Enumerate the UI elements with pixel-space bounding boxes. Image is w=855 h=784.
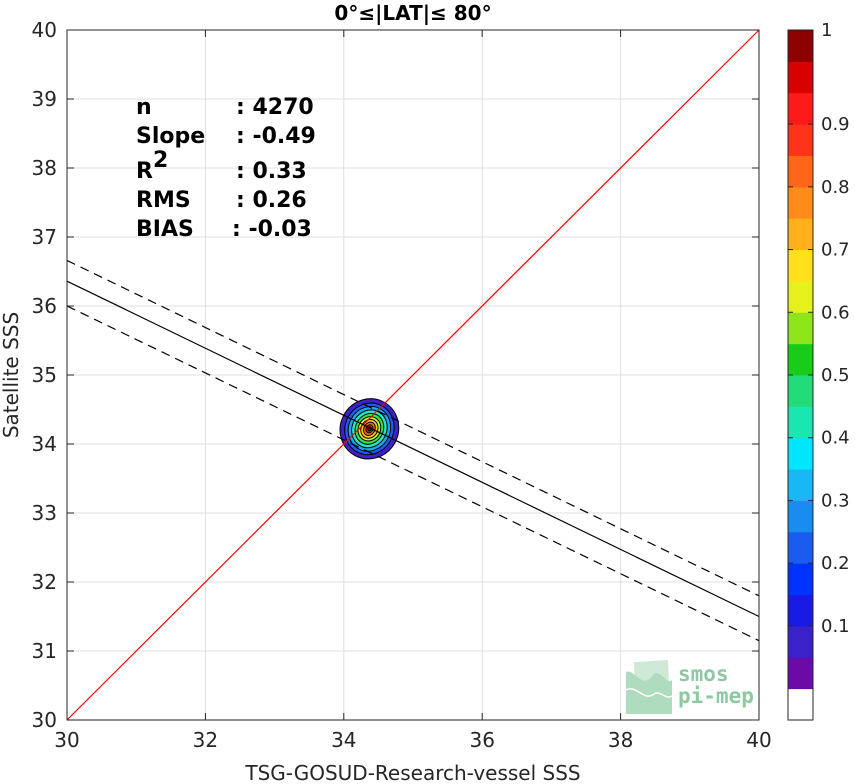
stat-value: : 0.26	[236, 188, 307, 213]
identity-line	[66, 29, 760, 721]
stat-label: RMS	[136, 188, 191, 213]
y-axis-label: Satellite SSS	[0, 312, 23, 438]
regression-lower-dashed	[66, 305, 760, 642]
colorbar	[787, 29, 814, 721]
smos-pimep-logo: smos pi-mep	[625, 660, 754, 714]
stat-superscript: 2	[153, 148, 168, 173]
y-tick-label: 35	[32, 363, 57, 387]
colorbar-band	[788, 249, 813, 282]
y-tick-label: 38	[32, 156, 57, 180]
colorbar-tick-label: 0.4	[821, 428, 850, 449]
colorbar-band	[788, 594, 813, 627]
colorbar-ticks: 0.1 0.2 0.3 0.4 0.5 0.6 0.7 0.8 0.9 1	[788, 20, 850, 637]
colorbar-band	[788, 625, 813, 658]
y-tick-label: 30	[32, 708, 57, 732]
colorbar-tick-label: 0.3	[821, 490, 850, 511]
x-tick-label: 32	[193, 728, 218, 752]
logo-text-pimep: pi-mep	[678, 684, 754, 708]
x-axis-ticks: 30 32 34 36 38 40	[54, 30, 772, 752]
logo-text-smos: smos	[678, 662, 729, 686]
stat-label: BIAS	[136, 217, 194, 242]
colorbar-band	[788, 437, 813, 470]
stat-value: : 0.33	[236, 159, 307, 184]
colorbar-band	[788, 406, 813, 439]
y-tick-label: 34	[32, 432, 57, 456]
stat-value: : 4270	[236, 95, 314, 120]
colorbar-tick-label: 0.9	[821, 114, 850, 135]
colorbar-tick-label: 0.6	[821, 302, 850, 323]
stat-value: : -0.49	[236, 124, 316, 149]
x-tick-label: 40	[746, 728, 771, 752]
y-tick-label: 36	[32, 294, 57, 318]
y-tick-label: 40	[32, 18, 57, 42]
colorbar-band	[788, 155, 813, 188]
regression-line	[66, 280, 760, 618]
colorbar-band	[788, 531, 813, 564]
colorbar-band	[788, 280, 813, 313]
y-tick-label: 33	[32, 501, 57, 525]
regression-upper-dashed	[66, 259, 760, 597]
density-contours	[339, 398, 400, 460]
colorbar-tick-label: 0.5	[821, 365, 850, 386]
y-tick-label: 39	[32, 87, 57, 111]
colorbar-band	[788, 61, 813, 94]
stat-label: R	[136, 159, 153, 184]
colorbar-band	[788, 92, 813, 125]
colorbar-band	[788, 343, 813, 376]
colorbar-tick-label: 0.1	[821, 616, 850, 637]
colorbar-band	[788, 375, 813, 407]
chart-title: 0°≤|LAT|≤ 80°	[334, 1, 491, 25]
colorbar-band	[788, 657, 813, 690]
colorbar-band	[788, 563, 813, 596]
stat-label: n	[136, 95, 152, 120]
colorbar-tick-label: 0.7	[821, 240, 850, 261]
stat-value: : -0.03	[232, 217, 312, 242]
y-tick-label: 37	[32, 225, 57, 249]
y-tick-label: 31	[32, 639, 57, 663]
x-tick-label: 38	[608, 728, 633, 752]
fit-lines	[66, 29, 760, 721]
colorbar-band	[788, 186, 813, 219]
y-tick-label: 32	[32, 570, 57, 594]
stat-label: Slope	[136, 124, 205, 149]
x-tick-label: 36	[469, 728, 494, 752]
statistics-box: n : 4270 Slope : -0.49 R 2 : 0.33 RMS : 0.26 BIAS…	[136, 95, 316, 242]
x-axis-label: TSG-GOSUD-Research-vessel SSS	[244, 761, 580, 784]
colorbar-band	[788, 312, 813, 345]
colorbar-tick-label: 1	[821, 20, 832, 41]
colorbar-band	[788, 30, 813, 62]
colorbar-band	[788, 218, 813, 251]
logo-mark-icon	[625, 660, 673, 714]
x-tick-label: 30	[54, 728, 79, 752]
colorbar-band	[788, 469, 813, 501]
colorbar-band	[788, 124, 813, 156]
y-axis-ticks: 30 31 32 33 34 35 36 37 38 39 40	[32, 18, 759, 732]
x-tick-label: 34	[331, 728, 356, 752]
colorbar-tick-label: 0.8	[821, 177, 850, 198]
grid-lines	[66, 29, 760, 721]
colorbar-band	[788, 500, 813, 533]
colorbar-tick-label: 0.2	[821, 553, 850, 574]
colorbar-band	[788, 688, 813, 721]
